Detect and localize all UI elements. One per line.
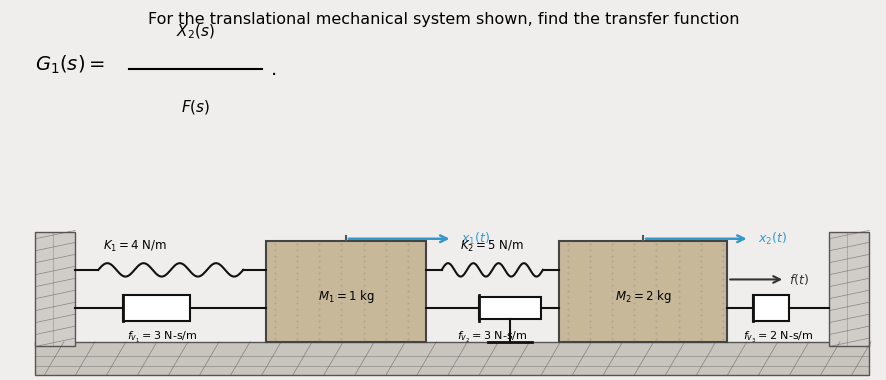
- Bar: [266, 241, 425, 342]
- Text: $X_2(s)$: $X_2(s)$: [175, 22, 214, 41]
- Text: $K_2 = 5$ N/m: $K_2 = 5$ N/m: [460, 239, 524, 254]
- Bar: [35, 342, 868, 375]
- Text: $G_1(s) =$: $G_1(s) =$: [35, 54, 105, 76]
- Bar: [558, 241, 727, 342]
- Text: $f_{v_1} = 3$ N-s/m: $f_{v_1} = 3$ N-s/m: [127, 330, 197, 345]
- Text: $f_{v_2} = 3$ N-s/m: $f_{v_2} = 3$ N-s/m: [456, 330, 527, 345]
- Bar: [123, 295, 190, 321]
- Bar: [828, 231, 868, 347]
- Text: $f_{v_3} = 2$ N-s/m: $f_{v_3} = 2$ N-s/m: [742, 330, 812, 345]
- Text: $x_1(t)$: $x_1(t)$: [461, 231, 490, 247]
- Text: $M_2 = 2$ kg: $M_2 = 2$ kg: [614, 288, 671, 305]
- Text: $f(t)$: $f(t)$: [789, 272, 809, 287]
- Text: For the translational mechanical system shown, find the transfer function: For the translational mechanical system …: [148, 11, 738, 27]
- Text: .: .: [270, 60, 276, 79]
- Text: $M_1 = 1$ kg: $M_1 = 1$ kg: [317, 288, 374, 305]
- Bar: [752, 295, 788, 321]
- Text: $x_2(t)$: $x_2(t)$: [758, 231, 787, 247]
- Bar: [478, 298, 540, 319]
- Text: $K_1 = 4$ N/m: $K_1 = 4$ N/m: [103, 239, 167, 254]
- Bar: [35, 231, 75, 347]
- Text: $F(s)$: $F(s)$: [181, 98, 209, 116]
